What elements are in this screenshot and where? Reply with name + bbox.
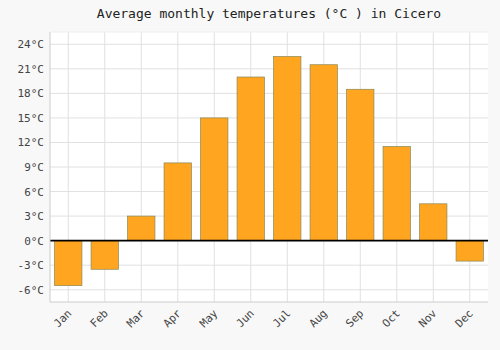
y-grid-line — [50, 117, 488, 118]
x-tick-label: Dec — [453, 307, 476, 330]
bar — [91, 241, 118, 270]
x-grid-line — [141, 32, 142, 302]
y-tick-label: 6°C — [24, 186, 44, 199]
bar — [201, 118, 228, 241]
bar — [164, 163, 191, 241]
bar — [347, 89, 374, 240]
bar — [420, 204, 447, 241]
y-grid-line — [50, 68, 488, 69]
y-tick-label: -3°C — [18, 259, 45, 272]
x-tick-label: Sep — [343, 307, 366, 330]
x-tick-label: Oct — [380, 307, 403, 330]
x-tick-label: Jul — [270, 307, 293, 330]
y-grid-line — [50, 240, 488, 241]
x-grid-line — [433, 32, 434, 302]
y-grid-line — [50, 93, 488, 94]
y-tick-label: 3°C — [24, 210, 44, 223]
y-tick-label: 24°C — [18, 38, 45, 51]
bar — [310, 65, 337, 241]
x-tick-label: Feb — [88, 307, 111, 330]
y-tick-label: 15°C — [18, 112, 45, 125]
bar — [128, 216, 155, 241]
y-grid-line — [50, 191, 488, 192]
x-tick-label: Aug — [307, 307, 330, 330]
y-tick-label: 9°C — [24, 161, 44, 174]
x-tick-label: Jan — [51, 307, 74, 330]
plot-area — [50, 32, 488, 302]
x-tick-label: Mar — [124, 307, 148, 331]
x-axis-line — [50, 302, 488, 303]
background — [0, 0, 500, 350]
y-tick-label: 0°C — [24, 235, 44, 248]
grid — [50, 32, 488, 302]
x-tick-label: Jun — [234, 307, 257, 330]
zero-line — [50, 240, 488, 242]
y-tick-label: 12°C — [18, 136, 45, 149]
y-grid-line — [50, 289, 488, 290]
y-axis-line — [50, 32, 51, 302]
y-grid-line — [50, 167, 488, 168]
range-top-line — [50, 32, 488, 33]
y-grid-line — [50, 44, 488, 45]
bars — [55, 57, 484, 286]
x-grid-line — [469, 32, 470, 302]
bar — [55, 241, 82, 286]
chart: Average monthly temperatures (°C ) in Ci… — [0, 0, 500, 350]
y-grid-line — [50, 142, 488, 143]
bar — [456, 241, 483, 261]
x-tick-label: Apr — [161, 307, 185, 331]
bar — [274, 57, 301, 241]
bar — [237, 77, 264, 241]
y-tick-label: -6°C — [18, 284, 45, 297]
title: Average monthly temperatures (°C ) in Ci… — [97, 6, 441, 21]
y-tick-label: 18°C — [18, 87, 45, 100]
y-tick-label: 21°C — [18, 63, 45, 76]
bar — [383, 147, 410, 241]
x-tick-label: May — [197, 307, 221, 331]
x-tick-label: Nov — [416, 307, 440, 331]
